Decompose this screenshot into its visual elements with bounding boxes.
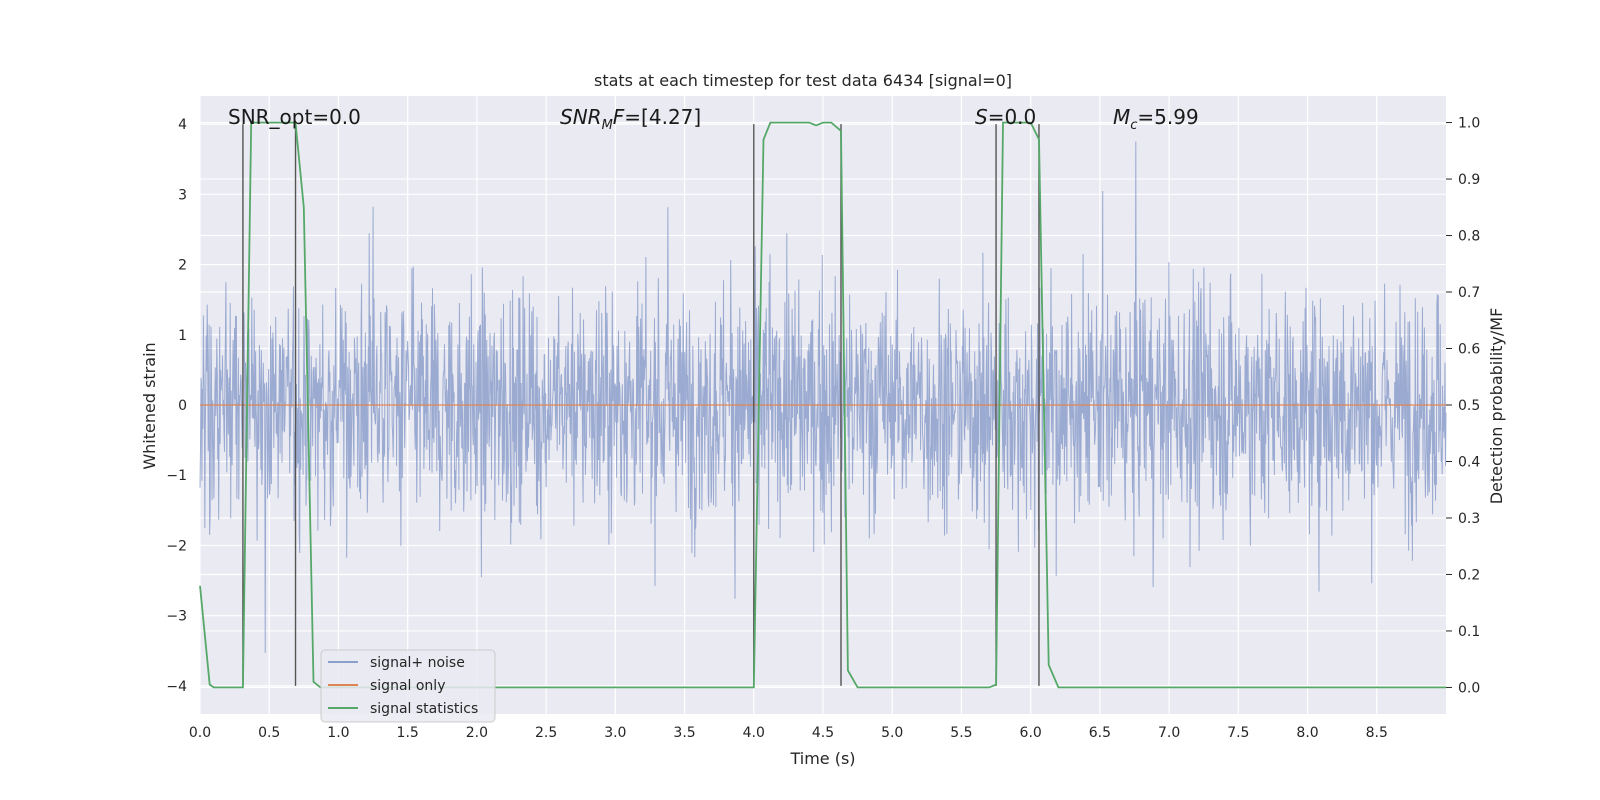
y2-tick-0: 0.0 bbox=[1458, 680, 1480, 696]
annotation-mc: Mc=5.99 bbox=[1113, 105, 1199, 133]
annotation-s-value: =0.0 bbox=[988, 105, 1037, 129]
y2-tick-1: 0.1 bbox=[1458, 624, 1480, 640]
y2-tick-labels: 0.0 0.1 0.2 0.3 0.4 0.5 0.6 0.7 0.8 0.9 1.0 bbox=[1446, 116, 1480, 696]
y-tick-7: 3 bbox=[178, 187, 187, 203]
x-tick-10: 5.0 bbox=[881, 725, 903, 741]
y2-tick-6: 0.6 bbox=[1458, 342, 1480, 358]
x-tick-2: 1.0 bbox=[327, 725, 349, 741]
chart-title: stats at each timestep for test data 643… bbox=[594, 71, 1012, 90]
y-tick-4: 0 bbox=[178, 398, 187, 414]
legend-label-signal-noise: signal+ noise bbox=[370, 655, 465, 671]
y2-tick-8: 0.8 bbox=[1458, 229, 1480, 245]
y2-tick-2: 0.2 bbox=[1458, 567, 1480, 583]
signal-statistics-line bbox=[199, 121, 1446, 689]
signal-noise-series bbox=[199, 141, 1447, 654]
annotation-snr-mf-rest: F bbox=[613, 105, 625, 129]
vertical-markers bbox=[242, 124, 1040, 686]
y-tick-3: −1 bbox=[166, 468, 187, 484]
y-tick-6: 2 bbox=[178, 258, 187, 274]
legend-label-signal-only: signal only bbox=[370, 678, 445, 694]
annotation-snr-mf-main: SNR bbox=[560, 105, 602, 129]
x-tick-1: 0.5 bbox=[258, 725, 280, 741]
y-tick-8: 4 bbox=[178, 117, 187, 133]
x-tick-3: 1.5 bbox=[397, 725, 419, 741]
x-tick-13: 6.5 bbox=[1089, 725, 1111, 741]
y-tick-labels: −4 −3 −2 −1 0 1 2 3 4 bbox=[166, 117, 187, 695]
x-tick-11: 5.5 bbox=[950, 725, 972, 741]
x-tick-6: 3.0 bbox=[604, 725, 626, 741]
y2-tick-3: 0.3 bbox=[1458, 511, 1480, 527]
y2-tick-5: 0.5 bbox=[1458, 398, 1480, 414]
annotation-snr-opt: SNR_opt=0.0 bbox=[228, 105, 361, 129]
x-tick-15: 7.5 bbox=[1227, 725, 1249, 741]
annotation-snr-mf-sub: M bbox=[602, 118, 613, 133]
x-tick-9: 4.5 bbox=[812, 725, 834, 741]
x-tick-7: 3.5 bbox=[673, 725, 695, 741]
y-tick-5: 1 bbox=[178, 328, 187, 344]
y2-tick-7: 0.7 bbox=[1458, 285, 1480, 301]
legend: signal+ noise signal only signal statist… bbox=[320, 649, 496, 723]
annotation-mc-main: M bbox=[1113, 105, 1130, 129]
y-tick-2: −2 bbox=[166, 538, 187, 554]
y2-tick-9: 0.9 bbox=[1458, 172, 1480, 188]
signal-statistics-series bbox=[199, 121, 1446, 689]
y-tick-0: −4 bbox=[166, 679, 187, 695]
annotation-s-main: S bbox=[975, 105, 988, 129]
x-tick-14: 7.0 bbox=[1158, 725, 1180, 741]
y-axis-label: Whitened strain bbox=[140, 342, 159, 469]
x-tick-8: 4.0 bbox=[743, 725, 765, 741]
annotation-snr-mf: SNRMF=[4.27] bbox=[560, 105, 701, 133]
annotation-mc-value: =5.99 bbox=[1137, 105, 1198, 129]
y-tick-1: −3 bbox=[166, 609, 187, 625]
x-tick-12: 6.0 bbox=[1020, 725, 1042, 741]
x-tick-16: 8.0 bbox=[1296, 725, 1318, 741]
legend-label-signal-statistics: signal statistics bbox=[370, 701, 478, 717]
x-tick-17: 8.5 bbox=[1366, 725, 1388, 741]
legend-box bbox=[320, 649, 496, 723]
x-axis-label: Time (s) bbox=[789, 749, 855, 768]
annotation-snr-mf-value: =[4.27] bbox=[624, 105, 701, 129]
y2-tick-4: 0.4 bbox=[1458, 454, 1480, 470]
annotation-s: S=0.0 bbox=[975, 105, 1036, 129]
y2-tick-10: 1.0 bbox=[1458, 116, 1480, 132]
x-tick-4: 2.0 bbox=[466, 725, 488, 741]
x-tick-labels: 0.0 0.5 1.0 1.5 2.0 2.5 3.0 3.5 4.0 4.5 5.0 5.5 6.0 6… bbox=[189, 725, 1388, 741]
x-tick-0: 0.0 bbox=[189, 725, 211, 741]
signal-noise-line bbox=[199, 141, 1447, 654]
annotation-mc-sub: c bbox=[1130, 118, 1137, 133]
y2-axis-label: Detection probability/MF bbox=[1487, 308, 1506, 505]
x-tick-5: 2.5 bbox=[535, 725, 557, 741]
